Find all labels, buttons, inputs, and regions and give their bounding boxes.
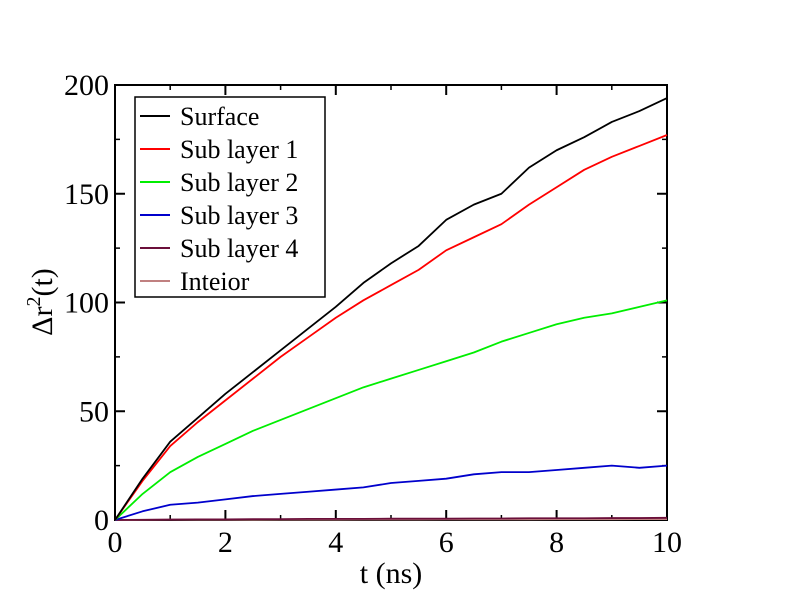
y-axis-label-sup: 2 [23, 297, 45, 307]
x-axis-label: t (ns) [360, 557, 423, 590]
series-line-surface [114, 97, 668, 521]
legend-label-sub-layer-4: Sub layer 4 [180, 234, 298, 263]
x-tick-label: 2 [218, 526, 233, 559]
x-tick-label: 0 [108, 526, 123, 559]
series-line-sub-layer-4 [114, 516, 668, 521]
y-axis-label-base: Δr [26, 307, 59, 336]
legend: Surface Sub layer 1 Sub layer 2 Sub layer 3… [134, 96, 326, 298]
legend-label-sub-layer-3: Sub layer 3 [180, 201, 298, 230]
x-tick-label: 8 [549, 526, 564, 559]
y-tick-label: 50 [79, 395, 109, 428]
x-tick-label: 10 [652, 526, 682, 559]
legend-box [134, 96, 326, 298]
y-axis-label-tail: (t) [26, 268, 59, 296]
series-line-sub-layer-1 [114, 134, 668, 521]
series-layer [114, 97, 668, 521]
legend-label-surface: Surface [180, 102, 259, 131]
legend-label-sub-layer-1: Sub layer 1 [180, 135, 298, 164]
x-tick-label: 6 [439, 526, 454, 559]
y-tick-label: 100 [64, 287, 109, 320]
y-tick-label: 0 [94, 504, 109, 537]
legend-items: Surface Sub layer 1 Sub layer 2 Sub layer 3… [140, 102, 298, 296]
x-tick-label: 4 [328, 526, 343, 559]
series-line-sub-layer-2 [114, 299, 668, 521]
series-line-sub-layer-3 [114, 464, 668, 521]
legend-label-sub-layer-2: Sub layer 2 [180, 168, 298, 197]
y-tick-label: 200 [64, 69, 109, 102]
legend-label-inteior: Inteior [180, 267, 250, 296]
y-tick-label: 150 [64, 178, 109, 211]
y-axis-label: Δr2(t) [23, 268, 59, 336]
